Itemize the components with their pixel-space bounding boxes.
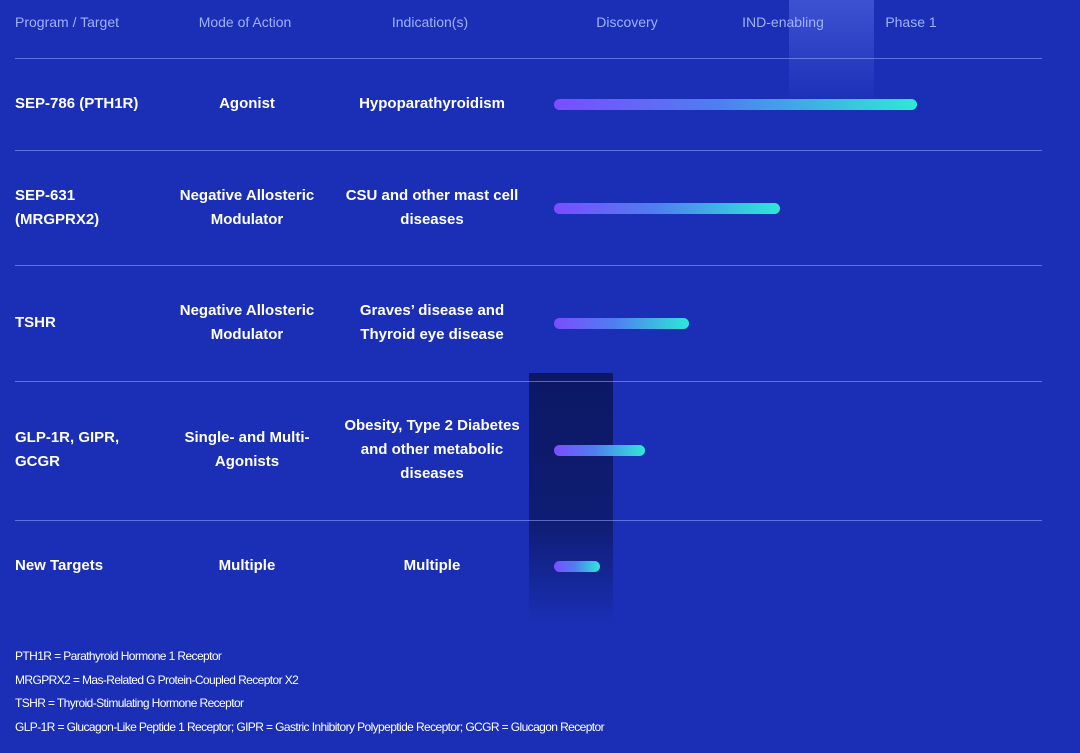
- indication-line: and other metabolic: [360, 441, 504, 458]
- footnote: TSHR = Thyroid-Stimulating Hormone Recep…: [15, 696, 244, 710]
- progress-bar: [554, 561, 600, 572]
- program-target: GLP-1R, GIPR, GCGR: [15, 426, 165, 474]
- program-target-line: SEP-631: [15, 187, 76, 204]
- footnote: GLP-1R = Glucagon-Like Peptide 1 Recepto…: [15, 720, 605, 734]
- program-target: SEP-631 (MRGPRX2): [15, 184, 165, 232]
- mode-of-action: Single- and Multi- Agonists: [157, 426, 337, 474]
- row-divider: [15, 150, 1042, 151]
- progress-bar: [554, 445, 645, 456]
- program-target-line: SEP-786 (PTH1R): [15, 95, 139, 112]
- header-phase-1: Phase 1: [885, 14, 937, 30]
- mode-of-action-line: Negative Allosteric: [179, 187, 315, 204]
- indication-line: Thyroid eye disease: [360, 326, 504, 343]
- row-divider: [15, 58, 1042, 59]
- program-target: SEP-786 (PTH1R): [15, 92, 165, 116]
- indication-line: diseases: [400, 211, 464, 228]
- mode-of-action-line: Multiple: [218, 557, 276, 574]
- program-target: New Targets: [15, 554, 165, 578]
- program-target-line: TSHR: [15, 314, 56, 331]
- header-program: Program / Target: [15, 14, 120, 30]
- progress-bar: [554, 318, 689, 329]
- program-target: TSHR: [15, 311, 165, 335]
- indication: Hypoparathyroidism: [332, 92, 532, 116]
- header-discovery: Discovery: [596, 14, 658, 30]
- indication: Obesity, Type 2 Diabetes and other metabo…: [332, 414, 532, 486]
- indication: Graves’ disease and Thyroid eye disease: [332, 299, 532, 347]
- indication: Multiple: [332, 554, 532, 578]
- program-target-line: (MRGPRX2): [15, 211, 100, 228]
- row-divider: [15, 381, 1042, 382]
- footnote: MRGPRX2 = Mas-Related G Protein-Coupled …: [15, 673, 299, 687]
- mode-of-action: Negative Allosteric Modulator: [157, 184, 337, 232]
- indication: CSU and other mast cell diseases: [332, 184, 532, 232]
- program-target-line: New Targets: [15, 557, 104, 574]
- discovery-column-shadow: [529, 373, 613, 623]
- indication-line: Multiple: [403, 557, 461, 574]
- mode-of-action-line: Modulator: [210, 211, 284, 228]
- row-divider: [15, 265, 1042, 266]
- header-ind-enabling: IND-enabling: [742, 14, 824, 30]
- header-indications: Indication(s): [391, 14, 469, 30]
- indication-line: Graves’ disease and: [359, 302, 505, 319]
- header-mode-of-action: Mode of Action: [198, 14, 292, 30]
- mode-of-action-line: Agonist: [219, 95, 275, 112]
- indication-line: Obesity, Type 2 Diabetes: [344, 417, 520, 434]
- indication-line: Hypoparathyroidism: [359, 95, 505, 112]
- mode-of-action: Negative Allosteric Modulator: [157, 299, 337, 347]
- progress-bar: [554, 99, 917, 110]
- mode-of-action: Multiple: [157, 554, 337, 578]
- mode-of-action-line: Single- and Multi-: [184, 429, 310, 446]
- row-divider: [15, 520, 1042, 521]
- mode-of-action: Agonist: [157, 92, 337, 116]
- mode-of-action-line: Agonists: [214, 453, 280, 470]
- progress-bar: [554, 203, 780, 214]
- mode-of-action-line: Negative Allosteric: [179, 302, 315, 319]
- footnote: PTH1R = Parathyroid Hormone 1 Receptor: [15, 649, 222, 663]
- indication-line: CSU and other mast cell: [345, 187, 519, 204]
- program-target-line: GCGR: [15, 453, 60, 470]
- mode-of-action-line: Modulator: [210, 326, 284, 343]
- indication-line: diseases: [400, 465, 464, 482]
- program-target-line: GLP-1R, GIPR,: [15, 429, 120, 446]
